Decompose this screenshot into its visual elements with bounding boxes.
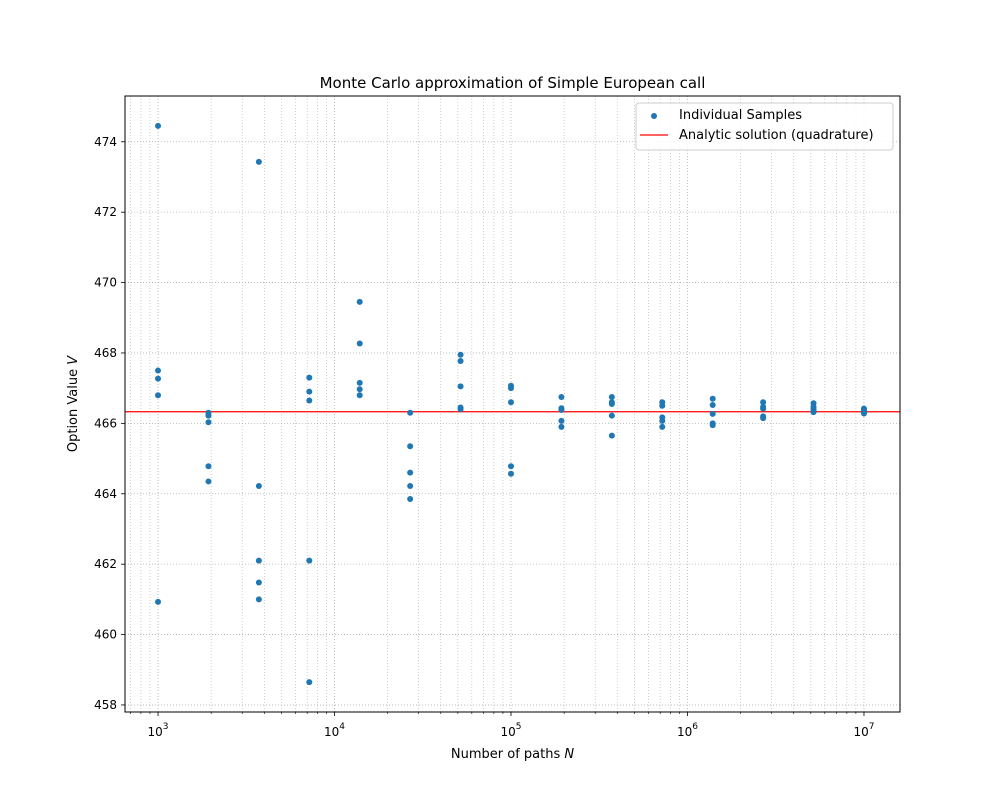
sample-point — [659, 402, 666, 409]
y-axis-label-var: V — [66, 355, 81, 365]
sample-point — [306, 374, 313, 381]
sample-point — [306, 557, 313, 564]
sample-point — [760, 415, 767, 422]
sample-point — [860, 410, 867, 417]
sample-point — [507, 470, 514, 477]
sample-point — [810, 409, 817, 416]
sample-point — [407, 469, 414, 476]
sample-point — [457, 406, 464, 413]
sample-point — [558, 423, 565, 430]
y-tick-label: 464 — [94, 487, 117, 501]
axis-ticks: 103 104 105 106 107 458 460 462 464 466 468 470 472 4… — [94, 135, 874, 739]
sample-point — [709, 410, 716, 417]
sample-point — [255, 596, 262, 603]
sample-point — [507, 399, 514, 406]
sample-point — [155, 392, 162, 399]
sample-point — [407, 443, 414, 450]
sample-point — [558, 393, 565, 400]
sample-point — [760, 399, 767, 406]
sample-point — [558, 406, 565, 413]
y-tick-label: 474 — [94, 135, 117, 149]
x-tick-label: 105 — [500, 722, 521, 739]
sample-point — [306, 397, 313, 404]
y-axis-label: Option Value V — [66, 355, 81, 452]
sample-point — [407, 409, 414, 416]
sample-point — [457, 383, 464, 390]
y-tick-label: 472 — [94, 205, 117, 219]
sample-points — [155, 122, 867, 686]
sample-point — [709, 422, 716, 429]
axes-frame — [124, 95, 901, 713]
sample-point — [306, 679, 313, 686]
sample-point — [255, 579, 262, 586]
sample-point — [608, 401, 615, 407]
y-tick-label: 466 — [94, 416, 117, 430]
legend: Individual Samples Analytic solution (qu… — [635, 102, 894, 151]
sample-point — [205, 478, 212, 485]
sample-point — [659, 417, 666, 424]
sample-point — [356, 379, 363, 386]
x-axis-label: Number of paths N — [451, 747, 574, 762]
sample-point — [155, 375, 162, 382]
y-tick-label: 458 — [94, 698, 117, 712]
sample-point — [659, 423, 666, 430]
sample-point — [507, 385, 514, 392]
legend-analytic-label: Analytic solution (quadrature) — [679, 128, 874, 143]
sample-point — [155, 367, 162, 374]
sample-point — [407, 483, 414, 490]
sample-point — [407, 496, 414, 503]
sample-point — [205, 419, 212, 426]
x-tick-label: 107 — [853, 722, 874, 739]
sample-point — [608, 412, 615, 419]
sample-point — [205, 463, 212, 470]
y-tick-label: 460 — [94, 628, 117, 642]
y-tick-label: 468 — [94, 346, 117, 360]
sample-point — [558, 417, 565, 424]
x-tick-label: 104 — [324, 722, 345, 739]
x-axis-label-var: N — [564, 747, 574, 762]
x-tick-label: 106 — [677, 722, 698, 739]
sample-point — [507, 463, 514, 470]
y-tick-label: 462 — [94, 557, 117, 571]
y-tick-label: 470 — [94, 276, 117, 290]
legend-samples-label: Individual Samples — [679, 108, 802, 123]
sample-point — [155, 598, 162, 605]
sample-point — [255, 557, 262, 564]
sample-point — [709, 402, 716, 409]
chart-title: Monte Carlo approximation of Simple Euro… — [320, 74, 706, 92]
sample-point — [760, 405, 767, 412]
sample-point — [255, 158, 262, 165]
legend-samples-marker — [651, 113, 657, 119]
sample-point — [255, 483, 262, 490]
y-axis-label-text: Option Value — [66, 365, 81, 452]
sample-point — [356, 298, 363, 305]
sample-point — [608, 432, 615, 439]
sample-point — [356, 386, 363, 393]
sample-point — [608, 393, 615, 400]
sample-point — [155, 122, 162, 129]
legend-box — [635, 102, 894, 151]
sample-point — [205, 412, 212, 419]
sample-point — [709, 395, 716, 402]
sample-point — [457, 351, 464, 358]
sample-point — [356, 340, 363, 347]
x-tick-label: 103 — [148, 722, 169, 739]
sample-point — [306, 388, 313, 395]
x-axis-label-text: Number of paths — [451, 747, 564, 762]
sample-point — [356, 392, 363, 399]
sample-point — [457, 358, 464, 365]
grid-lines — [125, 96, 900, 712]
